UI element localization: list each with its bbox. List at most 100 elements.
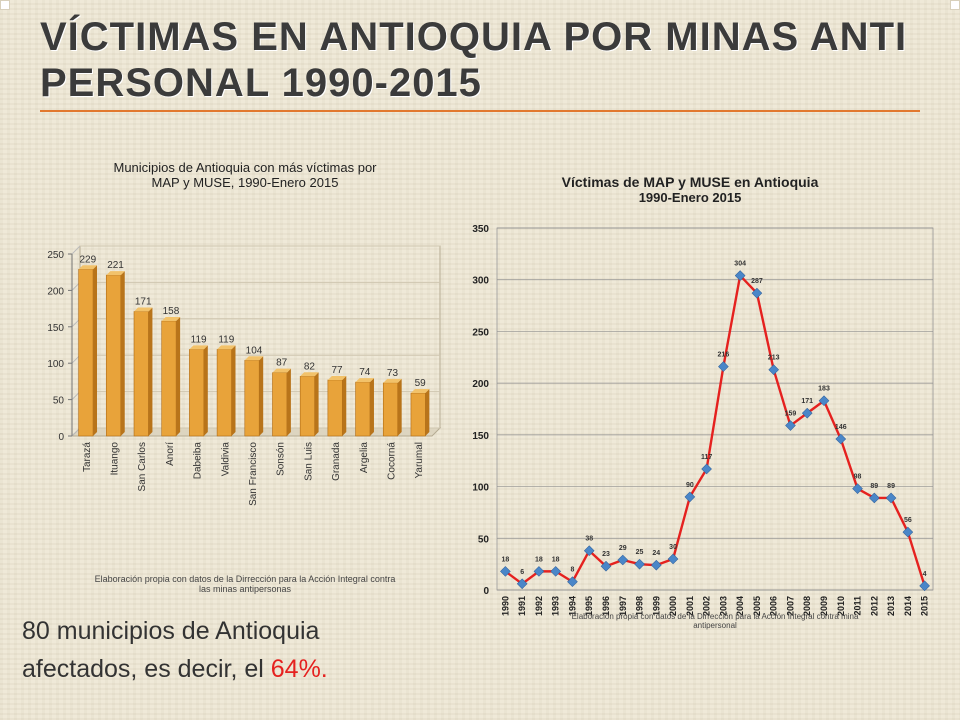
bar-top	[217, 345, 236, 350]
line-x-tick-label: 2002	[702, 596, 712, 616]
bar-data-label: 87	[276, 358, 288, 369]
bar-chart-title-line1: Municipios de Antioquia con más víctimas…	[113, 160, 377, 175]
data-point-marker	[885, 492, 897, 504]
bar-x-tick-label: Anorí	[165, 442, 176, 466]
summary-line1: 80 municipios de Antioquia	[22, 617, 320, 645]
data-point-marker	[617, 554, 629, 566]
data-point-marker	[634, 558, 645, 570]
bar-y-tick-label: 0	[58, 432, 64, 443]
data-point-marker	[583, 545, 595, 557]
bar-y-tick-label: 100	[47, 359, 64, 370]
line-x-tick-label: 1992	[534, 596, 544, 616]
data-point-marker	[919, 580, 930, 592]
line-x-tick-label: 1995	[584, 596, 594, 616]
bar-side	[120, 271, 125, 436]
data-point-label: 171	[801, 398, 813, 405]
data-point-marker	[567, 576, 578, 588]
line-x-tick-label: 1993	[551, 596, 561, 616]
summary-line2: afectados, es decir, el 64%.	[22, 650, 328, 688]
line-x-tick-label: 2004	[735, 596, 745, 616]
bar-data-label: 59	[415, 378, 427, 389]
title-underline	[40, 110, 920, 112]
line-y-tick-label: 50	[478, 534, 490, 545]
data-point-marker	[818, 395, 830, 407]
bar-group	[244, 356, 264, 437]
line-x-tick-label: 2003	[718, 596, 728, 616]
line-y-tick-label: 0	[483, 586, 489, 597]
bar-group	[272, 368, 291, 437]
data-point-marker	[550, 566, 561, 577]
bar-data-label: 74	[359, 367, 371, 378]
line-y-tick-label: 200	[472, 379, 489, 390]
bar	[189, 349, 205, 437]
bar-group	[355, 378, 374, 437]
summary-text: 80 municipios de Antioquia afectados, es…	[22, 612, 328, 688]
data-point-label: 159	[785, 411, 797, 418]
line-chart-title: Víctimas de MAP y MUSE en Antioquia 1990…	[480, 174, 900, 205]
bar	[161, 320, 177, 437]
bar-top	[134, 307, 153, 312]
data-point-label: 38	[585, 536, 593, 543]
corner-square-tr	[950, 0, 960, 10]
data-point-marker	[751, 287, 763, 299]
bar-data-label: 119	[191, 334, 207, 345]
line-x-tick-label: 2005	[752, 596, 762, 616]
bar-y-tick-label: 50	[53, 396, 65, 407]
data-point-label: 183	[818, 386, 830, 393]
bar-top	[272, 368, 291, 373]
bar-data-label: 77	[332, 365, 344, 376]
bar-x-tick-label: Yarumal	[414, 442, 425, 479]
bar-x-tick-label: Granada	[331, 442, 342, 481]
data-point-label: 90	[686, 482, 694, 489]
bar-top	[78, 265, 98, 270]
data-point-label: 117	[701, 454, 712, 461]
line-x-tick-label: 1994	[567, 596, 577, 616]
slide-title: VÍCTIMAS EN ANTIOQUIA POR MINAS ANTI PER…	[40, 14, 920, 106]
line-y-tick-label: 150	[472, 431, 489, 442]
bar-top	[355, 378, 374, 383]
bar-x-tick-label: Ituango	[110, 442, 121, 476]
data-point-label: 304	[734, 261, 746, 268]
line-x-tick-label: 1999	[651, 596, 661, 616]
summary-percentage: 64%.	[270, 655, 328, 683]
data-point-label: 30	[669, 544, 677, 551]
data-point-label: 98	[854, 474, 862, 481]
data-point-label: 146	[835, 424, 847, 431]
line-x-tick-label: 2007	[785, 596, 795, 616]
data-point-label: 56	[904, 517, 912, 524]
bar-x-tick-label: San Luis	[303, 442, 314, 481]
bar	[216, 349, 232, 437]
data-point-marker	[801, 407, 813, 419]
bar-chart: 0 50 100 150 200 250 229 Tarazá 221 Ituango 171 San…	[47, 245, 442, 506]
bar-data-label: 119	[218, 334, 234, 345]
line-x-tick-label: 2012	[869, 596, 879, 616]
bar-x-tick-label: San Francisco	[248, 442, 259, 506]
bar-data-label: 104	[246, 345, 263, 356]
data-point-marker	[768, 364, 779, 376]
bar-side	[342, 375, 347, 436]
bar-side	[176, 316, 181, 436]
line-x-tick-label: 2015	[920, 596, 930, 616]
line-y-tick-label: 250	[472, 327, 489, 338]
bar-source-line2: las minas antipersonas	[198, 584, 292, 594]
data-point-label: 287	[751, 278, 763, 285]
line-chart-title-line2: 1990-Enero 2015	[638, 190, 742, 205]
bar	[133, 311, 149, 437]
bar	[410, 392, 426, 437]
data-point-marker	[902, 526, 914, 538]
bar-group	[133, 307, 153, 437]
bar-chart-title-line2: MAP y MUSE, 1990-Enero 2015	[151, 175, 339, 190]
bar-side	[259, 356, 264, 436]
bar-side	[314, 372, 319, 436]
bar-top	[410, 389, 430, 394]
bar-top	[383, 378, 402, 383]
bar	[355, 381, 371, 437]
line-x-tick-label: 1990	[500, 596, 510, 616]
data-point-label: 18	[552, 556, 560, 563]
data-point-label: 216	[718, 352, 730, 359]
data-point-marker	[835, 433, 847, 445]
bar-side	[148, 307, 153, 436]
data-point-label: 213	[768, 355, 780, 362]
bar-side	[425, 389, 430, 436]
bar-chart-source-note: Elaboración propia con datos de la Dirre…	[70, 574, 420, 594]
